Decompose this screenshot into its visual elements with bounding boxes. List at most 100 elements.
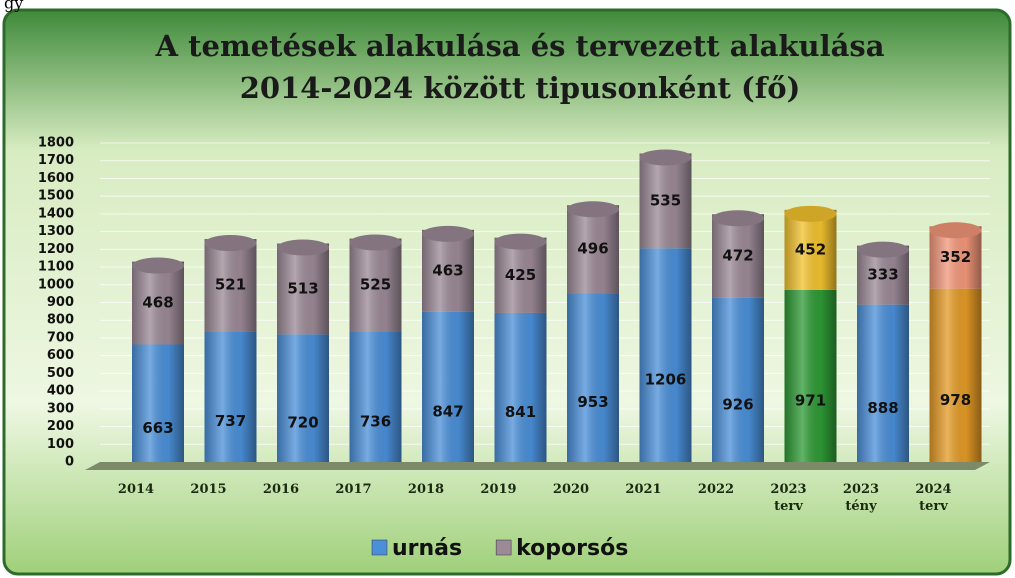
bar-cap-shade (494, 233, 547, 250)
bar-cap (422, 225, 474, 242)
data-label: 888 (867, 399, 898, 417)
data-label: 847 (432, 402, 463, 420)
y-tick-label: 700 (47, 330, 74, 345)
data-label: 841 (505, 403, 536, 421)
y-tick-label: 200 (47, 419, 74, 434)
data-label: 496 (577, 240, 608, 258)
y-tick-label: 1800 (38, 136, 74, 151)
bar-cap-shade (422, 225, 474, 242)
data-label: 535 (650, 191, 681, 209)
bar-shade (277, 334, 329, 462)
bar-cap-shade (857, 241, 909, 258)
bar-cap (712, 210, 764, 227)
data-label: 468 (142, 294, 173, 312)
floor (85, 462, 990, 470)
bar-shade (494, 237, 547, 313)
y-tick-label: 1500 (38, 189, 74, 204)
bar-cap (857, 241, 909, 258)
y-tick-label: 1700 (38, 153, 74, 168)
bar-shade (132, 261, 184, 345)
bar-cap (204, 235, 257, 252)
bar-shade (494, 312, 547, 462)
bar-shade (349, 238, 402, 332)
bar-shade (132, 344, 184, 462)
data-label: 463 (432, 261, 463, 279)
bar-cap (132, 257, 184, 274)
x-tick-label: 2022 (697, 482, 735, 497)
data-label: 525 (360, 276, 391, 294)
bar-cap (784, 205, 837, 222)
y-tick-label: 900 (47, 295, 74, 310)
chart-title: 2014-2024 között tipusonként (fő) (240, 71, 801, 105)
bar-cap-shade (639, 149, 692, 166)
y-tick-label: 600 (47, 348, 74, 363)
bar-shade (422, 311, 474, 462)
bar-shade (929, 288, 982, 462)
data-label: 1206 (645, 371, 687, 389)
bar-shade (204, 239, 257, 332)
x-tick-label: 2016 (262, 482, 300, 497)
x-tick-label: 2023 tény (842, 482, 880, 514)
legend-marker (371, 539, 388, 556)
bar-cap (494, 233, 547, 250)
y-tick-label: 400 (47, 384, 74, 399)
x-tick-label: 2020 (552, 482, 590, 497)
bar-shade (567, 205, 619, 294)
bar-shade (712, 214, 764, 298)
x-tick-label: 2023 terv (770, 482, 807, 514)
y-tick-label: 100 (47, 437, 74, 452)
y-tick-label: 300 (47, 401, 74, 416)
bar-cap-shade (277, 239, 329, 256)
bar-shade (639, 153, 692, 249)
y-tick-label: 1300 (38, 224, 74, 239)
data-label: 472 (722, 247, 753, 265)
bar-shade (639, 248, 692, 462)
x-tick-label: 2017 (335, 482, 372, 497)
data-label: 425 (505, 266, 536, 284)
bar-cap-shade (712, 210, 764, 227)
x-tick-label: 2019 (480, 482, 517, 497)
x-tick-label: 2018 (407, 482, 445, 497)
bar-cap-shade (204, 235, 257, 252)
y-tick-label: 1000 (38, 277, 74, 292)
x-tick-label: 2024 terv (915, 482, 952, 514)
data-label: 953 (577, 393, 608, 411)
bar-cap (929, 222, 982, 239)
chart-title: A temetések alakulása és tervezett alaku… (155, 29, 885, 63)
y-tick-label: 1400 (38, 206, 74, 221)
bar-shade (349, 331, 402, 462)
bar-shade (204, 331, 257, 462)
data-label: 333 (867, 266, 898, 284)
x-tick-label: 2021 (625, 482, 662, 497)
y-tick-label: 1600 (38, 171, 74, 186)
bar-shade (784, 289, 837, 462)
data-label: 521 (215, 276, 246, 294)
x-tick-label: 2015 (190, 482, 227, 497)
x-tick-label: 2014 (117, 482, 155, 497)
data-label: 971 (795, 391, 826, 409)
data-label: 663 (142, 419, 173, 437)
bar-cap (639, 149, 692, 166)
bar-shade (277, 243, 329, 335)
data-label: 926 (722, 395, 753, 413)
bar-shade (712, 297, 764, 462)
data-label: 352 (940, 248, 971, 266)
legend-label: koporsós (516, 536, 628, 561)
y-tick-label: 1200 (38, 242, 74, 257)
bar-cap-shade (349, 234, 402, 251)
data-label: 720 (287, 414, 318, 432)
data-label: 736 (360, 412, 391, 430)
legend-marker (495, 539, 512, 556)
bar-cap-shade (929, 222, 982, 239)
bar-cap (349, 234, 402, 251)
y-tick-label: 800 (47, 313, 74, 328)
bar-cap-shade (567, 201, 619, 218)
data-label: 513 (287, 279, 318, 297)
data-label: 452 (795, 240, 826, 258)
bar-shade (567, 293, 619, 462)
caption: gy (4, 0, 23, 13)
bar-cap (567, 201, 619, 218)
bar-shade (422, 229, 474, 312)
